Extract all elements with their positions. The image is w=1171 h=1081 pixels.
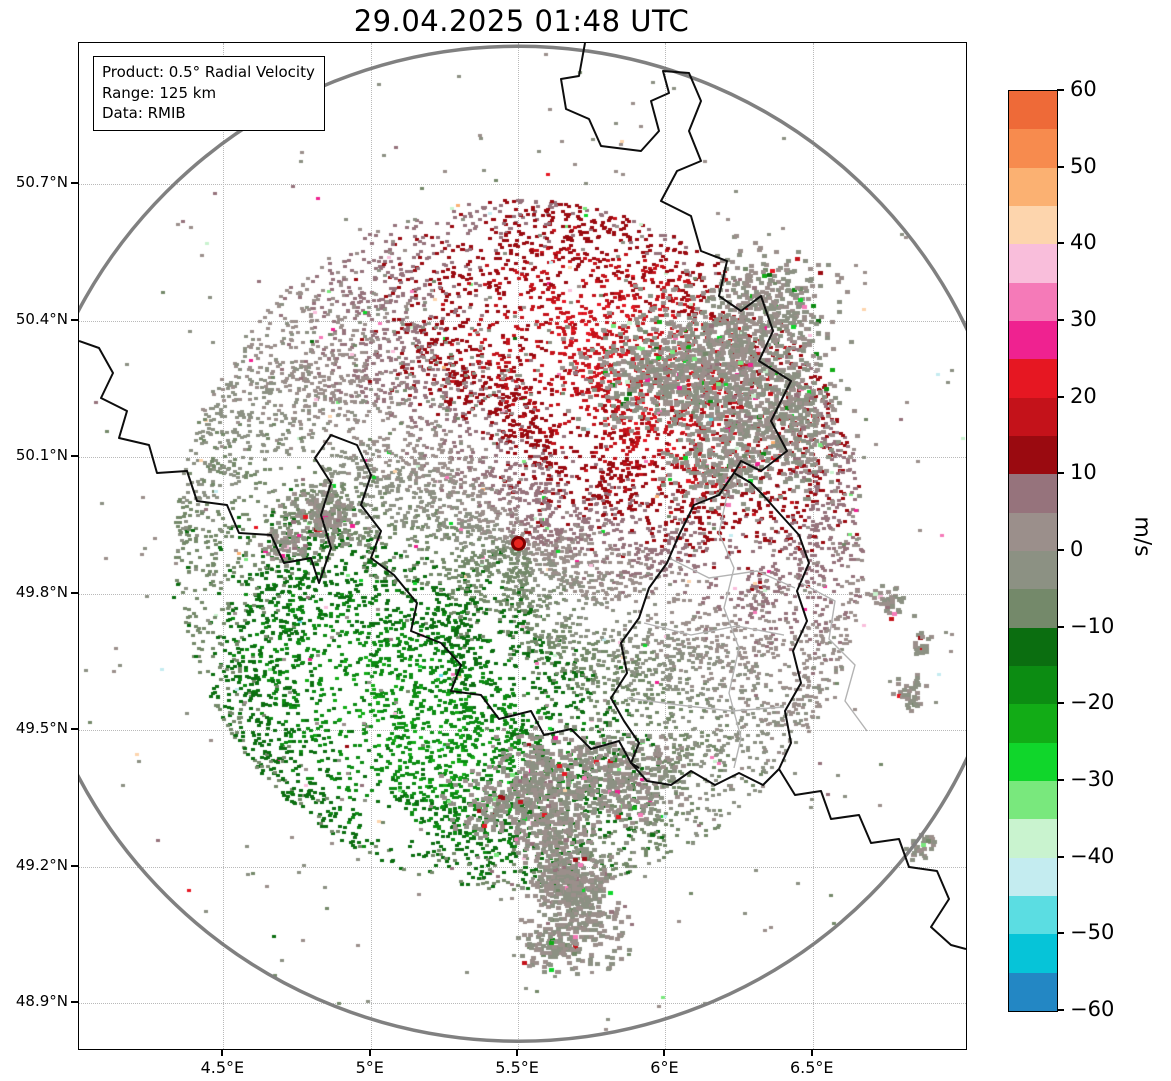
border-north xyxy=(560,43,792,474)
info-range: Range: 125 km xyxy=(102,83,217,102)
y-tick-mark xyxy=(71,728,78,731)
border-luxembourg xyxy=(610,472,810,786)
colorbar-band xyxy=(1009,167,1057,206)
colorbar-band xyxy=(1009,320,1057,360)
x-tick-mark xyxy=(221,1049,224,1056)
colorbar-band xyxy=(1009,857,1057,896)
district-border xyxy=(643,622,785,636)
colorbar-band xyxy=(1009,512,1057,551)
colorbar-tick-label: 60 xyxy=(1070,77,1097,101)
y-tick-label: 50.1°N xyxy=(15,446,68,465)
colorbar-band xyxy=(1009,397,1057,436)
colorbar-tick-mark xyxy=(1057,549,1064,551)
info-box: Product: 0.5° Radial Velocity Range: 125… xyxy=(93,56,325,132)
x-tick-mark xyxy=(663,1049,666,1056)
colorbar-band xyxy=(1009,934,1057,973)
y-tick-label: 49.8°N xyxy=(15,582,68,601)
x-tick-label: 4.5°E xyxy=(200,1058,245,1077)
y-tick-mark xyxy=(71,1001,78,1004)
colorbar-tick-mark xyxy=(1057,395,1064,398)
x-tick-label: 6°E xyxy=(650,1058,679,1077)
colorbar-unit-label: m/s xyxy=(1129,516,1155,557)
colorbar-band xyxy=(1009,282,1057,321)
radar-site-marker xyxy=(510,536,526,552)
x-tick-label: 5.5°E xyxy=(495,1058,539,1077)
district-border xyxy=(718,494,742,769)
colorbar-tick-mark xyxy=(1057,625,1064,628)
colorbar-tick-mark xyxy=(1057,89,1064,91)
border-southeast xyxy=(778,768,966,950)
colorbar-tick-mark xyxy=(1057,702,1064,705)
colorbar-band xyxy=(1009,627,1057,666)
colorbar-tick-label: 0 xyxy=(1070,537,1084,561)
colorbar-tick-label: −20 xyxy=(1070,690,1115,715)
colorbar-tick-mark xyxy=(1057,855,1064,858)
y-tick-mark xyxy=(71,591,78,594)
colorbar-band xyxy=(1009,819,1057,858)
colorbar-tick-label: −10 xyxy=(1070,613,1115,638)
district-border xyxy=(670,558,796,589)
colorbar-tick-label: 30 xyxy=(1070,307,1097,331)
map-plot: Product: 0.5° Radial Velocity Range: 125… xyxy=(78,42,967,1050)
y-tick-label: 49.5°N xyxy=(15,719,68,738)
x-tick-label: 6.5°E xyxy=(789,1058,834,1077)
colorbar-band xyxy=(1009,589,1057,628)
colorbar-band xyxy=(1009,704,1057,743)
x-tick-mark xyxy=(810,1049,813,1056)
colorbar-band xyxy=(1009,972,1057,1011)
colorbar-band xyxy=(1009,435,1057,475)
colorbar-band xyxy=(1009,780,1057,820)
x-tick-mark xyxy=(368,1049,371,1056)
colorbar-tick-label: −60 xyxy=(1070,997,1115,1021)
map-borders xyxy=(79,43,966,1043)
colorbar-band xyxy=(1009,665,1057,705)
colorbar-band xyxy=(1009,895,1057,935)
y-tick-label: 50.7°N xyxy=(15,173,68,192)
colorbar-band xyxy=(1009,359,1057,398)
y-tick-mark xyxy=(71,455,78,458)
y-tick-mark xyxy=(71,318,78,321)
y-tick-mark xyxy=(71,182,78,185)
y-tick-mark xyxy=(71,864,78,867)
colorbar-tick-label: −30 xyxy=(1070,767,1115,791)
colorbar-tick-mark xyxy=(1057,472,1064,475)
colorbar-tick-label: 50 xyxy=(1070,153,1097,178)
district-border xyxy=(626,697,785,712)
colorbar-tick-label: 20 xyxy=(1070,383,1097,408)
colorbar-tick-mark xyxy=(1057,932,1064,935)
colorbar-tick-mark xyxy=(1057,1009,1064,1011)
info-source: Data: RMIB xyxy=(102,104,186,123)
district-border xyxy=(800,582,868,732)
colorbar-tick-mark xyxy=(1057,779,1064,781)
colorbar-band xyxy=(1009,205,1057,245)
border-southwest xyxy=(79,340,640,769)
colorbar xyxy=(1008,90,1058,1012)
colorbar-band xyxy=(1009,244,1057,283)
colorbar-band xyxy=(1009,91,1057,130)
colorbar-tick-mark xyxy=(1057,242,1064,245)
y-tick-label: 49.2°N xyxy=(15,855,68,874)
colorbar-band xyxy=(1009,474,1057,513)
colorbar-tick-label: −40 xyxy=(1070,843,1115,868)
y-tick-label: 50.4°N xyxy=(15,309,68,328)
x-tick-label: 5°E xyxy=(355,1058,384,1077)
range-ring-circle xyxy=(79,44,966,1043)
colorbar-band xyxy=(1009,550,1057,590)
colorbar-tick-label: −50 xyxy=(1070,920,1115,945)
info-product: Product: 0.5° Radial Velocity xyxy=(102,63,315,81)
colorbar-tick-mark xyxy=(1057,319,1064,321)
colorbar-tick-label: 40 xyxy=(1070,230,1097,255)
colorbar-band xyxy=(1009,129,1057,168)
colorbar-tick-label: 10 xyxy=(1070,460,1097,485)
colorbar-tick-mark xyxy=(1057,165,1064,168)
figure-title: 29.04.2025 01:48 UTC xyxy=(353,4,690,38)
colorbar-band xyxy=(1009,742,1057,781)
x-tick-mark xyxy=(516,1049,519,1056)
y-tick-label: 48.9°N xyxy=(15,992,68,1011)
